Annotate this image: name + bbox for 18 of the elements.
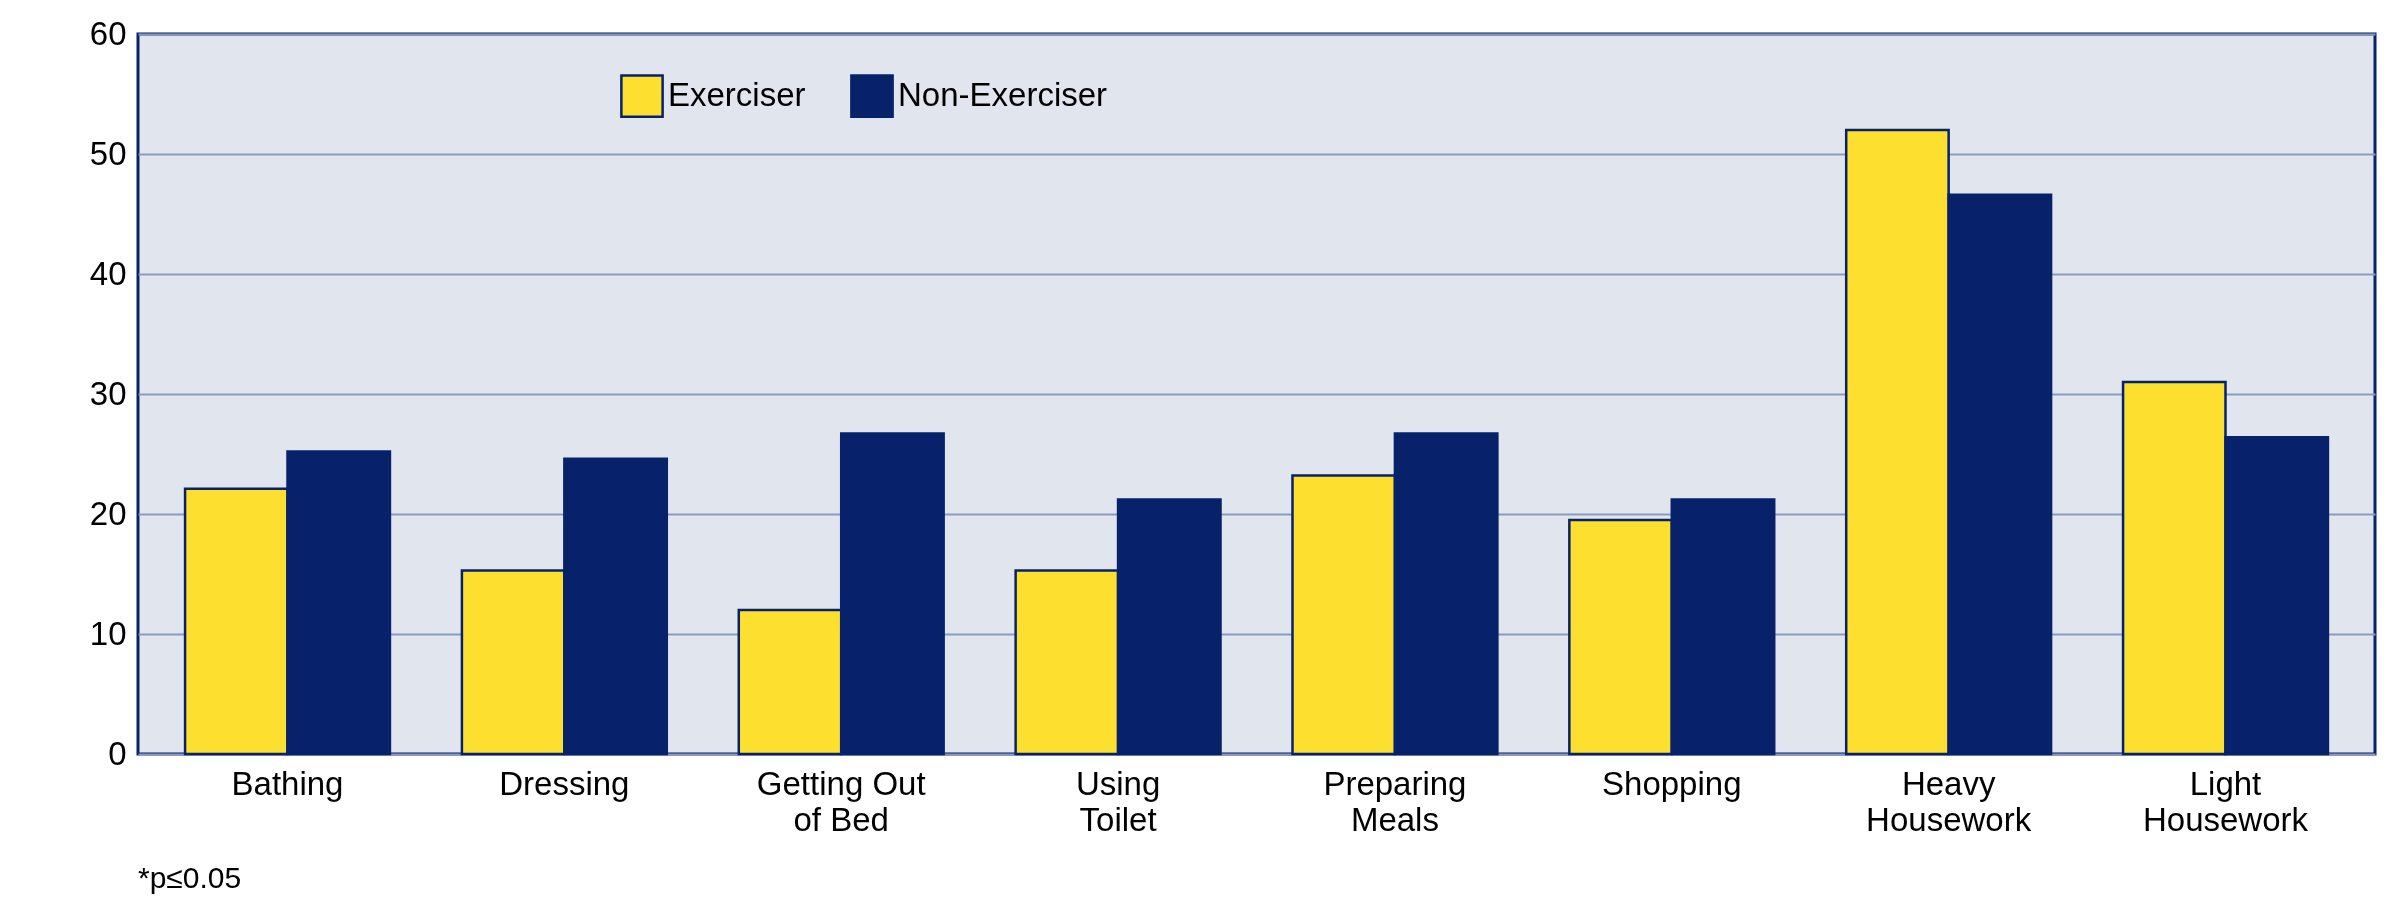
y-tick-label: 20: [89, 494, 127, 532]
x-tick-label: Shopping: [1602, 764, 1742, 802]
x-tick-label: Bathing: [231, 764, 344, 802]
x-tick-label: Dressing: [499, 764, 630, 802]
y-tick-label: 40: [89, 254, 127, 292]
x-tick-label: Getting Out of Bed: [756, 764, 926, 838]
x-tick-label: Light Housework: [2142, 764, 2309, 838]
y-tick-label: 10: [89, 614, 127, 652]
y-tick-label: 30: [89, 374, 127, 412]
legend-label: Non-Exerciser: [898, 76, 1108, 114]
text: *p≤0.05: [138, 861, 242, 894]
x-tick-label: Preparing Meals: [1323, 764, 1467, 838]
legend-label: Exerciser: [668, 76, 806, 114]
y-tick-label: 60: [89, 14, 127, 52]
y-tick-label: 0: [108, 734, 127, 772]
y-tick-label: 50: [89, 134, 127, 172]
x-tick-label: Using Toilet: [1075, 764, 1161, 838]
x-tick-label: Heavy Housework: [1866, 764, 2032, 838]
